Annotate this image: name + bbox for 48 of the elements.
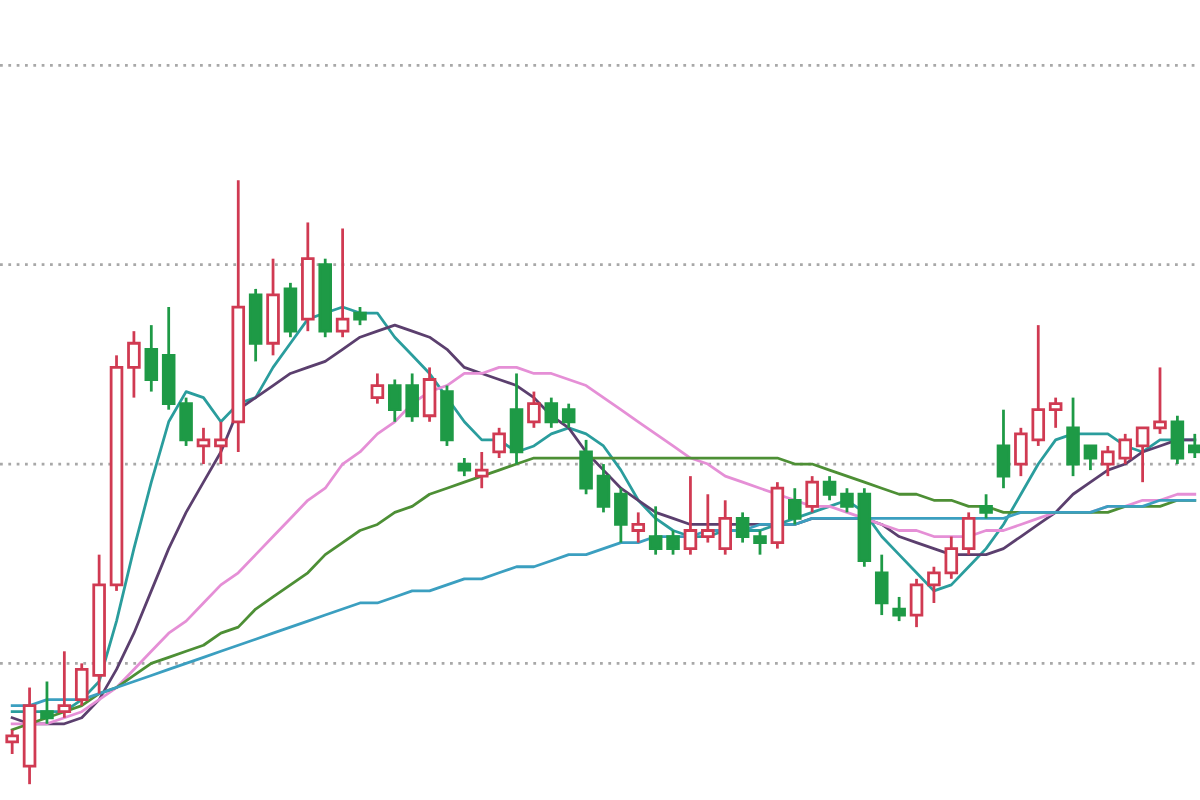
- candlestick: [422, 366, 437, 424]
- candlestick: [1170, 414, 1185, 466]
- candlestick: [892, 595, 906, 623]
- candlestick: [927, 565, 941, 605]
- candlestick: [1048, 396, 1063, 430]
- candlestick: [370, 372, 385, 406]
- candlestick: [1066, 396, 1080, 478]
- candlestick: [648, 504, 663, 557]
- candlestick: [909, 577, 924, 629]
- candlestick: [1188, 432, 1200, 460]
- candlestick: [527, 390, 541, 430]
- candlestick: [57, 649, 72, 720]
- candlestick: [874, 553, 889, 617]
- candlestick: [1153, 366, 1167, 436]
- candlestick: [353, 305, 367, 327]
- candlestick: [283, 281, 298, 339]
- candlestick: [753, 529, 767, 557]
- candlestick: [196, 426, 211, 466]
- candlestick: [492, 426, 506, 460]
- candlestick: [996, 408, 1011, 490]
- candlestick: [544, 396, 559, 430]
- candlestick: [474, 450, 489, 490]
- candlestick: [944, 535, 959, 581]
- candlestick: [961, 510, 976, 557]
- candlestick: [840, 486, 854, 514]
- candlestick: [666, 529, 680, 557]
- candlestick: [579, 438, 593, 496]
- candlestick: [683, 474, 698, 557]
- candlestick: [735, 510, 750, 544]
- candlestick: [335, 227, 350, 339]
- candlestick: [822, 474, 837, 502]
- candlestick: [144, 323, 159, 393]
- candlestick: [214, 420, 228, 466]
- candlestick: [805, 474, 819, 514]
- candlestick: [40, 680, 54, 726]
- candlestick: [1135, 426, 1150, 484]
- candlestick: [509, 372, 524, 466]
- candlestick: [596, 462, 611, 514]
- candlestick: [979, 492, 993, 520]
- candlestick: [179, 396, 193, 448]
- candlestick: [1083, 444, 1098, 472]
- candlestick: [788, 486, 802, 526]
- candlestick: [127, 329, 141, 400]
- candlestick: [614, 486, 628, 544]
- candlestick: [631, 510, 646, 544]
- candlestick: [561, 402, 576, 430]
- candlestick: [457, 456, 472, 478]
- candlestick: [5, 728, 19, 756]
